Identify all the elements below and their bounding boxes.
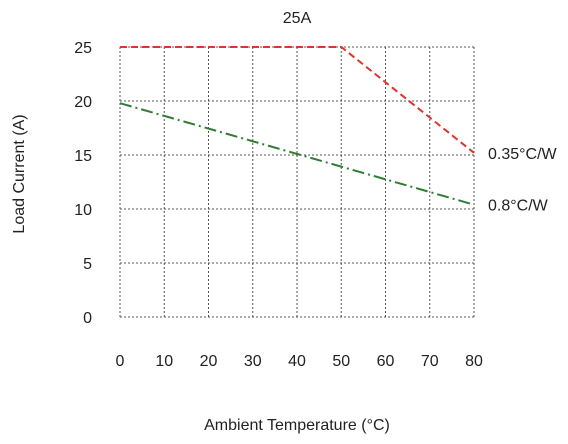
y-tick-label: 25	[74, 40, 92, 57]
x-axis-ticks: 0 10 20 30 40 50 60 70 80	[116, 353, 483, 370]
y-axis-ticks: 0 5 10 15 20 25	[74, 40, 92, 327]
series-line-0	[120, 46, 475, 154]
series-line-1	[119, 102, 475, 206]
x-axis-label: Ambient Temperature (°C)	[204, 417, 390, 434]
y-tick-label: 15	[74, 148, 92, 165]
chart-title: 25A	[283, 10, 312, 27]
series-layer	[119, 46, 475, 206]
x-tick-label: 40	[288, 353, 306, 370]
y-axis-label: Load Current (A)	[11, 114, 28, 233]
series-labels: 0.35°C/W 0.8°C/W	[488, 146, 558, 215]
x-tick-label: 50	[332, 353, 350, 370]
x-tick-label: 80	[465, 353, 483, 370]
series-label-0: 0.35°C/W	[488, 146, 558, 163]
x-tick-label: 20	[200, 353, 218, 370]
grid	[119, 46, 475, 318]
x-tick-label: 60	[377, 353, 395, 370]
y-tick-label: 0	[83, 310, 92, 327]
series-label-1: 0.8°C/W	[488, 198, 549, 215]
x-tick-label: 70	[421, 353, 439, 370]
y-tick-label: 5	[83, 256, 92, 273]
y-tick-label: 10	[74, 202, 92, 219]
x-tick-label: 30	[244, 353, 262, 370]
y-tick-label: 20	[74, 94, 92, 111]
x-tick-label: 0	[116, 353, 125, 370]
x-tick-label: 10	[155, 353, 173, 370]
